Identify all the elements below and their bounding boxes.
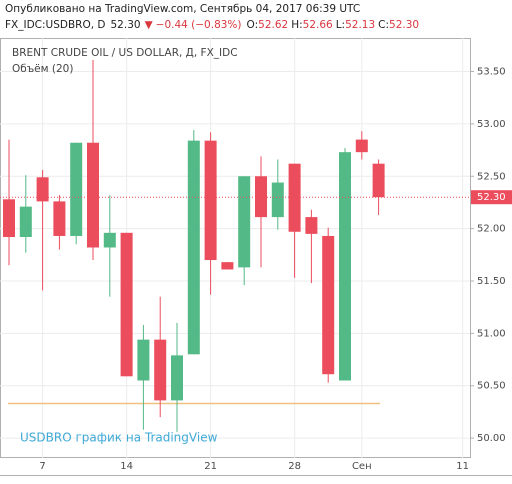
plot-frame <box>0 38 471 458</box>
x-tick-label: 7 <box>39 461 45 472</box>
candle-body <box>154 339 167 401</box>
candle-body <box>137 339 150 381</box>
candle-body <box>355 139 368 153</box>
chart-subtitle: Объём (20) <box>12 63 73 75</box>
ohlc-value: 52.30 <box>389 19 419 31</box>
candle-body <box>120 232 133 377</box>
last-price-box <box>471 190 512 205</box>
ohlc-value: 52.66 <box>303 19 333 31</box>
x-tick-label: 21 <box>204 461 217 472</box>
candle-body <box>19 206 32 238</box>
published: Опубликовано на TradingView.com, Сентябр… <box>5 3 360 15</box>
candle-body <box>70 142 83 236</box>
price: 52.30 <box>111 19 141 31</box>
x-tick-label: 28 <box>288 461 301 472</box>
candle-body <box>53 201 66 236</box>
quote-line: FX_IDC:USDBRO, D 52.30 ▼ −0.44 (−0.83%) O:52… <box>5 19 419 31</box>
candle-body <box>36 177 49 202</box>
arrow: ▼ <box>145 19 154 31</box>
symbol: FX_IDC:USDBRO, D <box>5 19 106 31</box>
candle-body <box>87 142 99 248</box>
y-tick-label: 53.50 <box>477 67 506 78</box>
candle-body <box>305 217 318 234</box>
y-tick-label: 50.00 <box>477 433 506 444</box>
change: −0.44 (−0.83%) <box>156 19 242 31</box>
y-tick-label: 53.00 <box>477 119 506 130</box>
candle-body <box>372 163 385 198</box>
ohlc-key: H: <box>291 19 302 31</box>
candle-body <box>339 152 351 381</box>
candle-body <box>238 176 251 268</box>
candle-body <box>187 140 200 355</box>
candle-body <box>221 262 234 270</box>
x-tick-label: 11 <box>456 461 469 472</box>
candle-body <box>3 199 15 238</box>
candle-body <box>271 182 284 218</box>
y-tick-label: 50.50 <box>477 381 506 392</box>
candle-body <box>204 140 217 261</box>
candle-body <box>322 235 335 375</box>
y-tick-label: 52.00 <box>477 224 506 235</box>
candle-body <box>288 163 301 232</box>
ohlc-key: O: <box>247 19 259 31</box>
ohlc-key: C: <box>378 19 389 31</box>
chart-title: BRENT CRUDE OIL / US DOLLAR, Д, FX_IDC <box>12 47 238 59</box>
x-tick-label: Сен <box>352 461 372 472</box>
candle-body <box>255 176 267 218</box>
ohlc-value: 52.13 <box>345 19 375 31</box>
x-tick-label: 14 <box>120 461 133 472</box>
y-tick-label: 51.00 <box>477 328 506 339</box>
last-price-label: 52.30 <box>477 192 506 203</box>
y-tick-label: 51.50 <box>477 276 506 287</box>
watermark: USDBRO график на TradingView <box>20 431 218 445</box>
ohlc-key: L: <box>336 19 345 31</box>
candle-body <box>171 355 183 401</box>
y-tick-label: 52.50 <box>477 171 506 182</box>
ohlc-value: 52.62 <box>258 19 288 31</box>
candle-body <box>103 232 116 248</box>
